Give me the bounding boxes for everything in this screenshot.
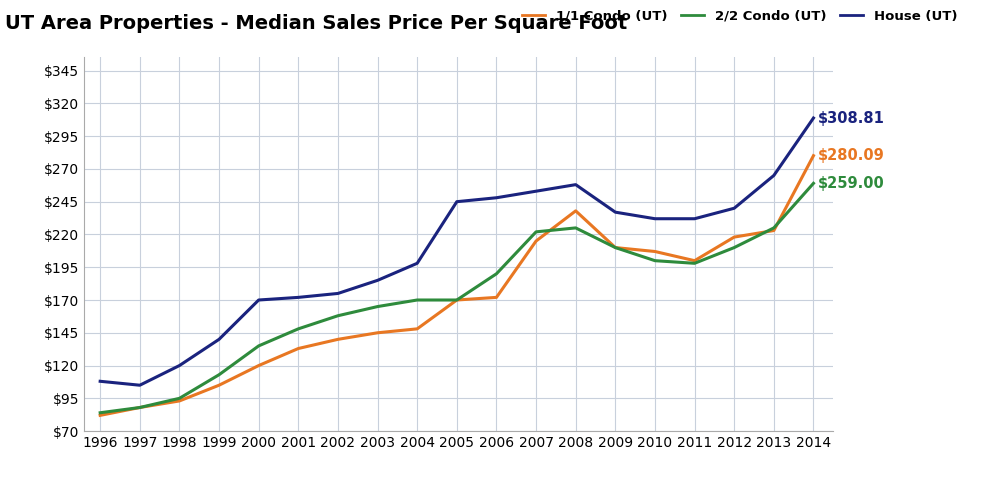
House (UT) <box>293 295 305 300</box>
1/1 Condo (UT) <box>569 208 581 214</box>
Text: $259.00: $259.00 <box>818 176 885 191</box>
1/1 Condo (UT) <box>213 382 225 388</box>
1/1 Condo (UT) <box>332 336 344 342</box>
2/2 Condo (UT) <box>451 297 463 303</box>
1/1 Condo (UT) <box>451 297 463 303</box>
2/2 Condo (UT) <box>293 326 305 332</box>
1/1 Condo (UT) <box>609 245 621 251</box>
1/1 Condo (UT) <box>490 295 502 300</box>
2/2 Condo (UT) <box>768 225 780 231</box>
House (UT) <box>412 261 424 266</box>
1/1 Condo (UT) <box>688 258 700 263</box>
Text: UT Area Properties - Median Sales Price Per Square Foot: UT Area Properties - Median Sales Price … <box>5 14 627 34</box>
2/2 Condo (UT) <box>609 245 621 251</box>
2/2 Condo (UT) <box>253 343 265 349</box>
Line: House (UT): House (UT) <box>100 118 813 385</box>
1/1 Condo (UT) <box>253 363 265 368</box>
2/2 Condo (UT) <box>134 405 146 411</box>
1/1 Condo (UT) <box>412 326 424 332</box>
1/1 Condo (UT) <box>94 412 106 418</box>
House (UT) <box>807 115 819 121</box>
House (UT) <box>609 209 621 215</box>
2/2 Condo (UT) <box>412 297 424 303</box>
House (UT) <box>372 277 384 283</box>
1/1 Condo (UT) <box>134 405 146 411</box>
Line: 1/1 Condo (UT): 1/1 Condo (UT) <box>100 156 813 415</box>
House (UT) <box>688 216 700 222</box>
1/1 Condo (UT) <box>649 249 661 254</box>
2/2 Condo (UT) <box>530 229 542 235</box>
House (UT) <box>213 336 225 342</box>
1/1 Condo (UT) <box>807 153 819 159</box>
House (UT) <box>490 195 502 201</box>
House (UT) <box>569 182 581 187</box>
House (UT) <box>332 291 344 297</box>
Line: 2/2 Condo (UT): 2/2 Condo (UT) <box>100 183 813 413</box>
2/2 Condo (UT) <box>807 181 819 186</box>
Legend: 1/1 Condo (UT), 2/2 Condo (UT), House (UT): 1/1 Condo (UT), 2/2 Condo (UT), House (U… <box>522 10 957 23</box>
1/1 Condo (UT) <box>372 330 384 336</box>
House (UT) <box>530 188 542 194</box>
2/2 Condo (UT) <box>490 271 502 277</box>
House (UT) <box>253 297 265 303</box>
2/2 Condo (UT) <box>728 245 740 251</box>
Text: $280.09: $280.09 <box>818 148 885 163</box>
House (UT) <box>94 378 106 384</box>
House (UT) <box>728 205 740 211</box>
2/2 Condo (UT) <box>649 258 661 263</box>
2/2 Condo (UT) <box>174 396 186 401</box>
2/2 Condo (UT) <box>569 225 581 231</box>
1/1 Condo (UT) <box>293 346 305 352</box>
1/1 Condo (UT) <box>174 398 186 404</box>
House (UT) <box>649 216 661 222</box>
1/1 Condo (UT) <box>768 228 780 233</box>
House (UT) <box>174 363 186 368</box>
Text: $308.81: $308.81 <box>818 111 885 125</box>
2/2 Condo (UT) <box>688 261 700 266</box>
2/2 Condo (UT) <box>332 313 344 319</box>
2/2 Condo (UT) <box>372 304 384 309</box>
2/2 Condo (UT) <box>94 410 106 416</box>
House (UT) <box>134 382 146 388</box>
1/1 Condo (UT) <box>530 238 542 244</box>
House (UT) <box>768 172 780 178</box>
House (UT) <box>451 199 463 205</box>
1/1 Condo (UT) <box>728 234 740 240</box>
2/2 Condo (UT) <box>213 372 225 377</box>
